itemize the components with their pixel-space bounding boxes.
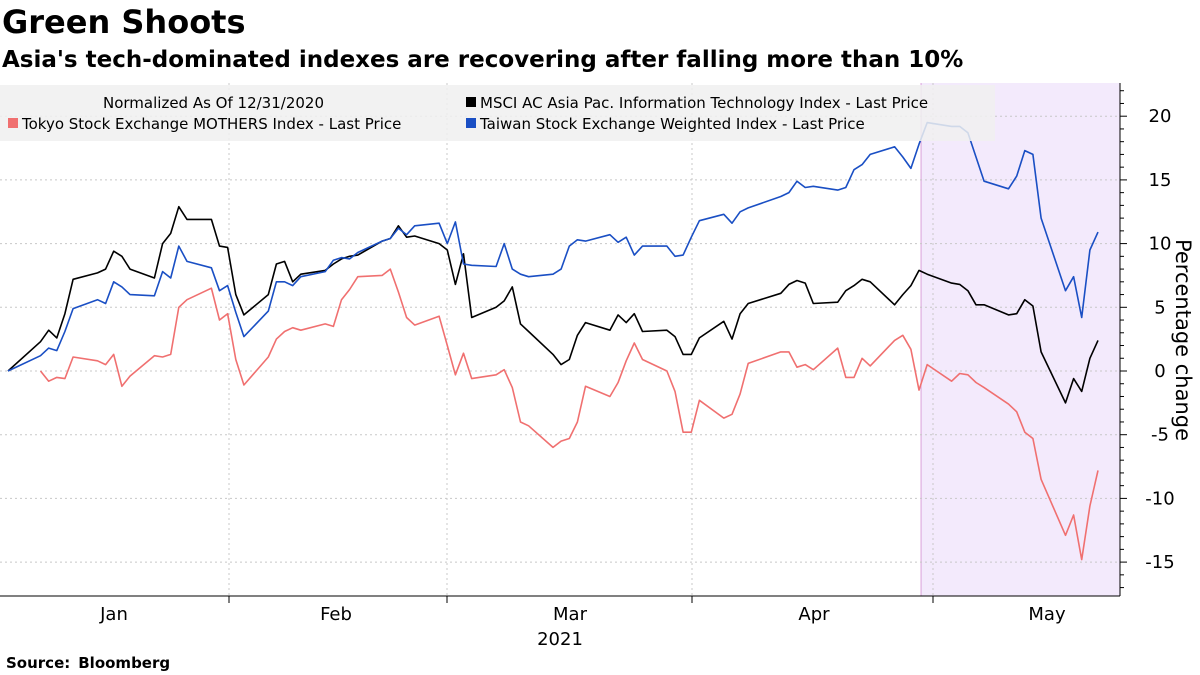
source-value: Bloomberg	[78, 654, 171, 672]
chart-subtitle: Asia's tech-dominated indexes are recove…	[2, 47, 964, 73]
x-tick-label: Jan	[99, 604, 128, 625]
axis-layer: 20 15 10 5 0 -5 -10 -15 Percentage change Jan Feb M…	[0, 83, 1195, 650]
y-tick-label: 20	[1149, 106, 1172, 127]
x-tick-label: Apr	[798, 604, 830, 625]
y-tick-label: 10	[1149, 234, 1172, 255]
x-year-label: 2021	[537, 629, 583, 650]
series-line-0	[7, 205, 1099, 404]
x-tick-label: May	[1028, 604, 1066, 625]
highlight-layer	[920, 83, 1120, 596]
legend: Normalized As Of 12/31/2020 MSCI AC Asia …	[0, 85, 995, 141]
legend-label-2: Taiwan Stock Exchange Weighted Index - L…	[479, 115, 865, 133]
legend-swatch-0	[466, 97, 476, 107]
y-tick-label: -5	[1151, 425, 1169, 446]
source-note: Source: Bloomberg	[6, 653, 170, 673]
chart-title: Green Shoots	[2, 3, 246, 41]
y-tick-label: 15	[1149, 170, 1172, 191]
legend-note: Normalized As Of 12/31/2020	[103, 94, 324, 112]
y-tick-label: -15	[1145, 552, 1174, 573]
legend-label-0: MSCI AC Asia Pac. Information Technology…	[480, 94, 928, 112]
y-tick-label: 5	[1154, 297, 1165, 318]
legend-label-1: Tokyo Stock Exchange MOTHERS Index - Las…	[21, 115, 401, 133]
series-line-1	[39, 268, 1099, 561]
source-label: Source:	[6, 654, 71, 672]
legend-swatch-1	[8, 118, 18, 128]
y-axis-label: Percentage change	[1171, 239, 1195, 441]
legend-swatch-2	[466, 118, 476, 128]
highlight-band	[921, 83, 1120, 596]
y-tick-label: -10	[1145, 488, 1174, 509]
y-tick-label: 0	[1154, 361, 1165, 382]
x-tick-label: Feb	[320, 604, 352, 625]
legend-background	[0, 85, 995, 141]
grid-layer	[0, 83, 1120, 596]
x-tick-label: Mar	[553, 604, 588, 625]
